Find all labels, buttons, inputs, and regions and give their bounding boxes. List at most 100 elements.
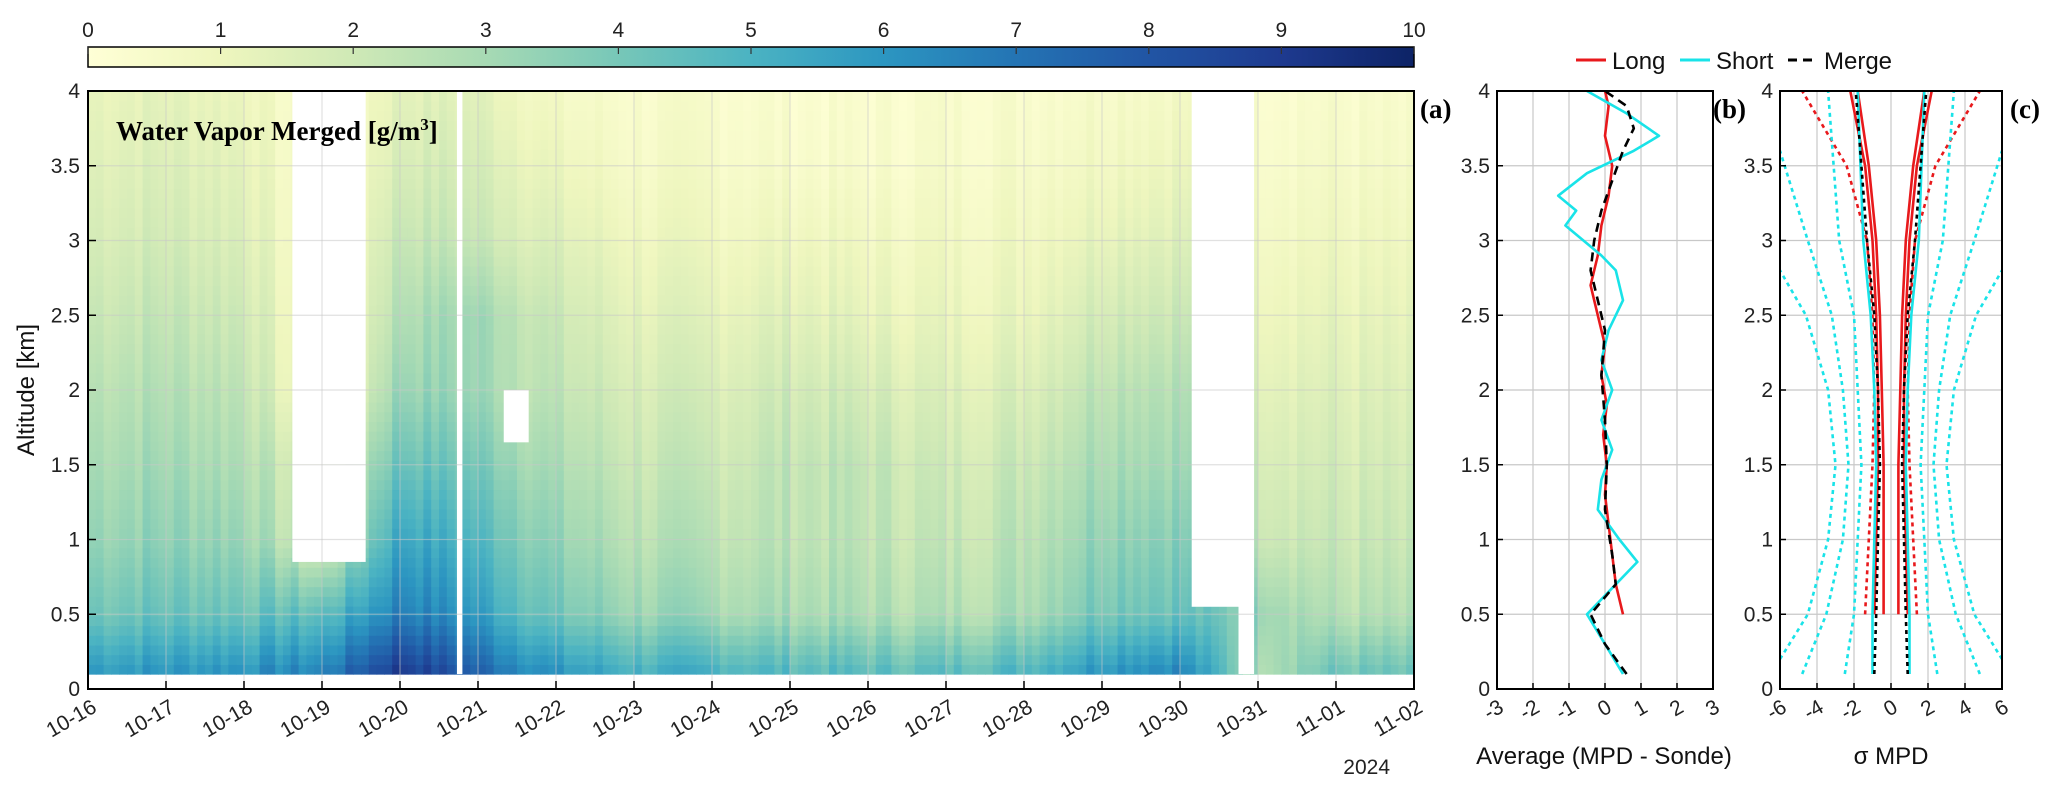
heatmap-cell (251, 596, 261, 607)
heatmap-cell (657, 363, 666, 374)
heatmap-cell (173, 129, 183, 141)
heatmap-cell (283, 664, 292, 675)
heatmap-cell (88, 479, 97, 491)
heatmap-cell (220, 149, 229, 160)
heatmap-cell (267, 508, 276, 520)
heatmap-cell (485, 518, 495, 529)
heatmap-cell (540, 664, 549, 675)
heatmap-cell (415, 91, 424, 102)
heatmap-cell (181, 508, 190, 520)
heatmap-cell (446, 635, 456, 646)
heatmap-cell (540, 586, 549, 597)
heatmap-cell (610, 363, 619, 374)
heatmap-cell (173, 625, 183, 636)
heatmap-cell (127, 460, 136, 471)
heatmap-cell (166, 440, 175, 452)
heatmap-cell (220, 275, 229, 286)
heatmap-cell (587, 256, 596, 267)
heatmap-cell (532, 518, 541, 529)
heatmap-cell (283, 401, 292, 413)
heatmap-cell (509, 149, 518, 160)
heatmap-cell (439, 256, 448, 267)
heatmap-cell (587, 168, 596, 180)
heatmap-cell (462, 586, 471, 597)
heatmap-cell (719, 110, 729, 121)
heatmap-cell (688, 528, 697, 539)
heatmap-cell (314, 664, 323, 675)
heatmap-cell (400, 538, 409, 549)
heatmap-cell (696, 265, 705, 277)
heatmap-cell (166, 557, 175, 568)
heatmap-cell (259, 285, 268, 296)
heatmap-cell (540, 431, 549, 442)
heatmap-cell (400, 275, 409, 286)
heatmap-cell (540, 168, 549, 180)
heatmap-cell (727, 460, 736, 471)
heatmap-cell (696, 139, 705, 150)
heatmap-cell (673, 120, 682, 131)
heatmap-cell (228, 304, 237, 316)
heatmap-cell (337, 625, 346, 636)
heatmap-cell (150, 217, 159, 228)
heatmap-cell (88, 343, 97, 354)
heatmap-cell (719, 197, 729, 209)
heatmap-cell (501, 236, 510, 248)
heatmap-cell (88, 129, 97, 141)
heatmap-cell (166, 450, 175, 461)
heatmap-cell (189, 236, 198, 248)
heatmap-cell (150, 324, 159, 335)
heatmap-cell (680, 372, 690, 384)
heatmap-cell (415, 217, 424, 228)
heatmap-cell (485, 333, 495, 345)
heatmap-cell (602, 606, 612, 617)
heatmap-cell (602, 227, 612, 238)
heatmap-cell (673, 129, 682, 141)
colorbar-tick-label: 6 (878, 19, 890, 42)
heatmap-cell (251, 499, 261, 510)
heatmap-cell (431, 353, 440, 364)
heatmap-cell (415, 353, 424, 364)
heatmap-cell (400, 149, 409, 160)
colorbar-ticks: 0 1 2 3 4 5 6 7 8 9 10 (82, 19, 1426, 54)
heatmap-cell (470, 615, 479, 627)
heatmap-cell (197, 538, 206, 549)
heatmap-cell (134, 644, 144, 656)
heatmap-cell (127, 159, 136, 170)
heatmap-cell (111, 644, 120, 656)
heatmap-cell (111, 217, 120, 228)
heatmap-cell (220, 586, 229, 597)
heatmap-cell (470, 246, 479, 257)
heatmap-cell (173, 100, 183, 112)
heatmap-cell (119, 440, 128, 452)
heatmap-cell (142, 528, 151, 539)
heatmap-cell (353, 635, 362, 646)
heatmap-cell (212, 625, 222, 636)
heatmap-cell (267, 499, 276, 510)
heatmap-cell (251, 256, 261, 267)
heatmap-cell (127, 265, 136, 277)
heatmap-cell (641, 644, 651, 656)
heatmap-cell (142, 421, 151, 432)
heatmap-cell (119, 197, 128, 209)
heatmap-cell (220, 518, 229, 529)
heatmap-cell (95, 538, 105, 549)
heatmap-cell (532, 246, 541, 257)
heatmap-cell (688, 178, 697, 189)
heatmap-cell (181, 275, 190, 286)
heatmap-cell (267, 431, 276, 442)
heatmap-cell (142, 401, 151, 413)
heatmap-cell (509, 450, 518, 461)
heatmap-cell (602, 275, 612, 286)
heatmap-cell (134, 411, 144, 422)
heatmap-cell (220, 499, 229, 510)
heatmap-cell (134, 567, 144, 578)
heatmap-cell (283, 567, 292, 578)
heatmap-cell (478, 615, 487, 627)
heatmap-cell (610, 382, 619, 393)
heatmap-cell (236, 343, 245, 354)
heatmap-cell (524, 596, 534, 607)
heatmap-cell (719, 188, 729, 199)
heatmap-cell (244, 227, 253, 238)
heatmap-cell (712, 227, 721, 238)
heatmap-cell (368, 304, 378, 316)
